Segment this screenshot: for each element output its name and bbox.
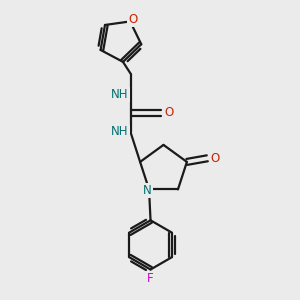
Text: NH: NH <box>111 88 129 101</box>
Text: N: N <box>143 184 152 197</box>
Text: NH: NH <box>111 125 129 139</box>
Text: F: F <box>147 272 154 285</box>
Text: O: O <box>164 106 173 119</box>
Text: O: O <box>128 14 137 26</box>
Text: O: O <box>210 152 219 165</box>
